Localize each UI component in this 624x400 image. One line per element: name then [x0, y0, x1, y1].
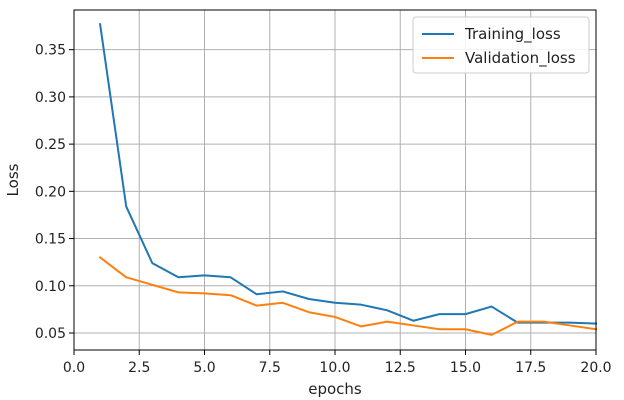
y-tick-label: 0.15	[35, 232, 66, 248]
y-axis-label: Loss	[4, 163, 22, 196]
series-lines	[98, 23, 598, 336]
ticks	[69, 49, 597, 355]
legend-box	[412, 16, 590, 74]
y-tick-label: 0.35	[35, 43, 66, 59]
grid	[73, 10, 597, 350]
x-tick-label: 7.5	[259, 360, 281, 376]
y-tick-label: 0.05	[35, 326, 66, 342]
x-tick-label: 15.0	[450, 360, 481, 376]
training-loss-line	[98, 23, 598, 325]
x-tick-label: 20.0	[580, 360, 611, 376]
x-tick-label: 10.0	[319, 360, 350, 376]
x-tick-label: 2.5	[128, 360, 150, 376]
y-tick-labels: 0.05 0.10 0.15 0.20 0.25 0.30 0.35	[35, 43, 66, 342]
x-tick-label: 12.5	[385, 360, 416, 376]
x-tick-label: 0.0	[63, 360, 85, 376]
y-tick-label: 0.20	[35, 184, 66, 200]
x-tick-label: 17.5	[515, 360, 546, 376]
validation-loss-line	[98, 256, 598, 336]
y-tick-label: 0.10	[35, 279, 66, 295]
legend-label-validation: Validation_loss	[465, 49, 576, 68]
legend: Training_loss Validation_loss	[412, 16, 590, 74]
y-tick-label: 0.30	[35, 90, 66, 106]
y-tick-label: 0.25	[35, 137, 66, 153]
x-tick-label: 5.0	[193, 360, 215, 376]
x-axis-label: epochs	[308, 380, 362, 398]
legend-label-training: Training_loss	[464, 25, 561, 44]
x-tick-labels: 0.0 2.5 5.0 7.5 10.0 12.5 15.0 17.5 20.0	[63, 360, 612, 376]
